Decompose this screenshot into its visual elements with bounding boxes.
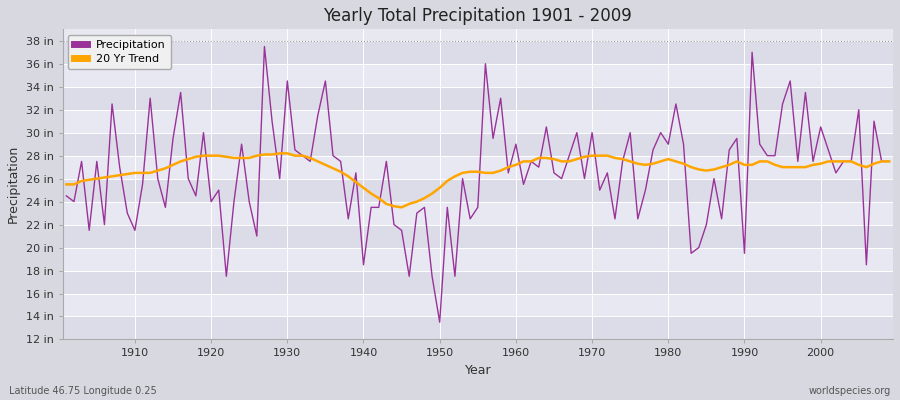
Bar — [62, 179, 893, 202]
Bar — [62, 110, 893, 133]
Precipitation — [297, 153, 308, 158]
Precipitation — [259, 44, 270, 49]
Text: worldspecies.org: worldspecies.org — [809, 386, 891, 396]
20 Yr Trend — [526, 159, 536, 164]
Line: 20 Yr Trend: 20 Yr Trend — [67, 153, 889, 207]
Bar — [62, 270, 893, 294]
Bar — [62, 294, 893, 316]
20 Yr Trend — [518, 159, 529, 164]
Bar — [62, 87, 893, 110]
Bar — [62, 224, 893, 248]
20 Yr Trend — [884, 159, 895, 164]
Precipitation — [343, 216, 354, 221]
20 Yr Trend — [297, 153, 308, 158]
Bar — [62, 41, 893, 64]
Bar — [62, 202, 893, 224]
Bar — [62, 133, 893, 156]
Text: Latitude 46.75 Longitude 0.25: Latitude 46.75 Longitude 0.25 — [9, 386, 157, 396]
20 Yr Trend — [122, 172, 132, 176]
Bar — [62, 64, 893, 87]
Precipitation — [518, 182, 529, 187]
Y-axis label: Precipitation: Precipitation — [7, 145, 20, 224]
Bar — [62, 156, 893, 179]
Precipitation — [884, 159, 895, 164]
Precipitation — [122, 211, 132, 216]
Precipitation — [526, 159, 536, 164]
Precipitation — [435, 320, 446, 325]
Bar — [62, 248, 893, 270]
Title: Yearly Total Precipitation 1901 - 2009: Yearly Total Precipitation 1901 - 2009 — [323, 7, 632, 25]
20 Yr Trend — [274, 151, 285, 156]
Bar — [62, 316, 893, 340]
Line: Precipitation: Precipitation — [67, 46, 889, 322]
20 Yr Trend — [617, 157, 628, 162]
X-axis label: Year: Year — [464, 364, 491, 377]
Precipitation — [61, 194, 72, 198]
Legend: Precipitation, 20 Yr Trend: Precipitation, 20 Yr Trend — [68, 35, 171, 70]
20 Yr Trend — [61, 182, 72, 187]
20 Yr Trend — [343, 174, 354, 179]
20 Yr Trend — [396, 205, 407, 210]
Precipitation — [617, 159, 628, 164]
